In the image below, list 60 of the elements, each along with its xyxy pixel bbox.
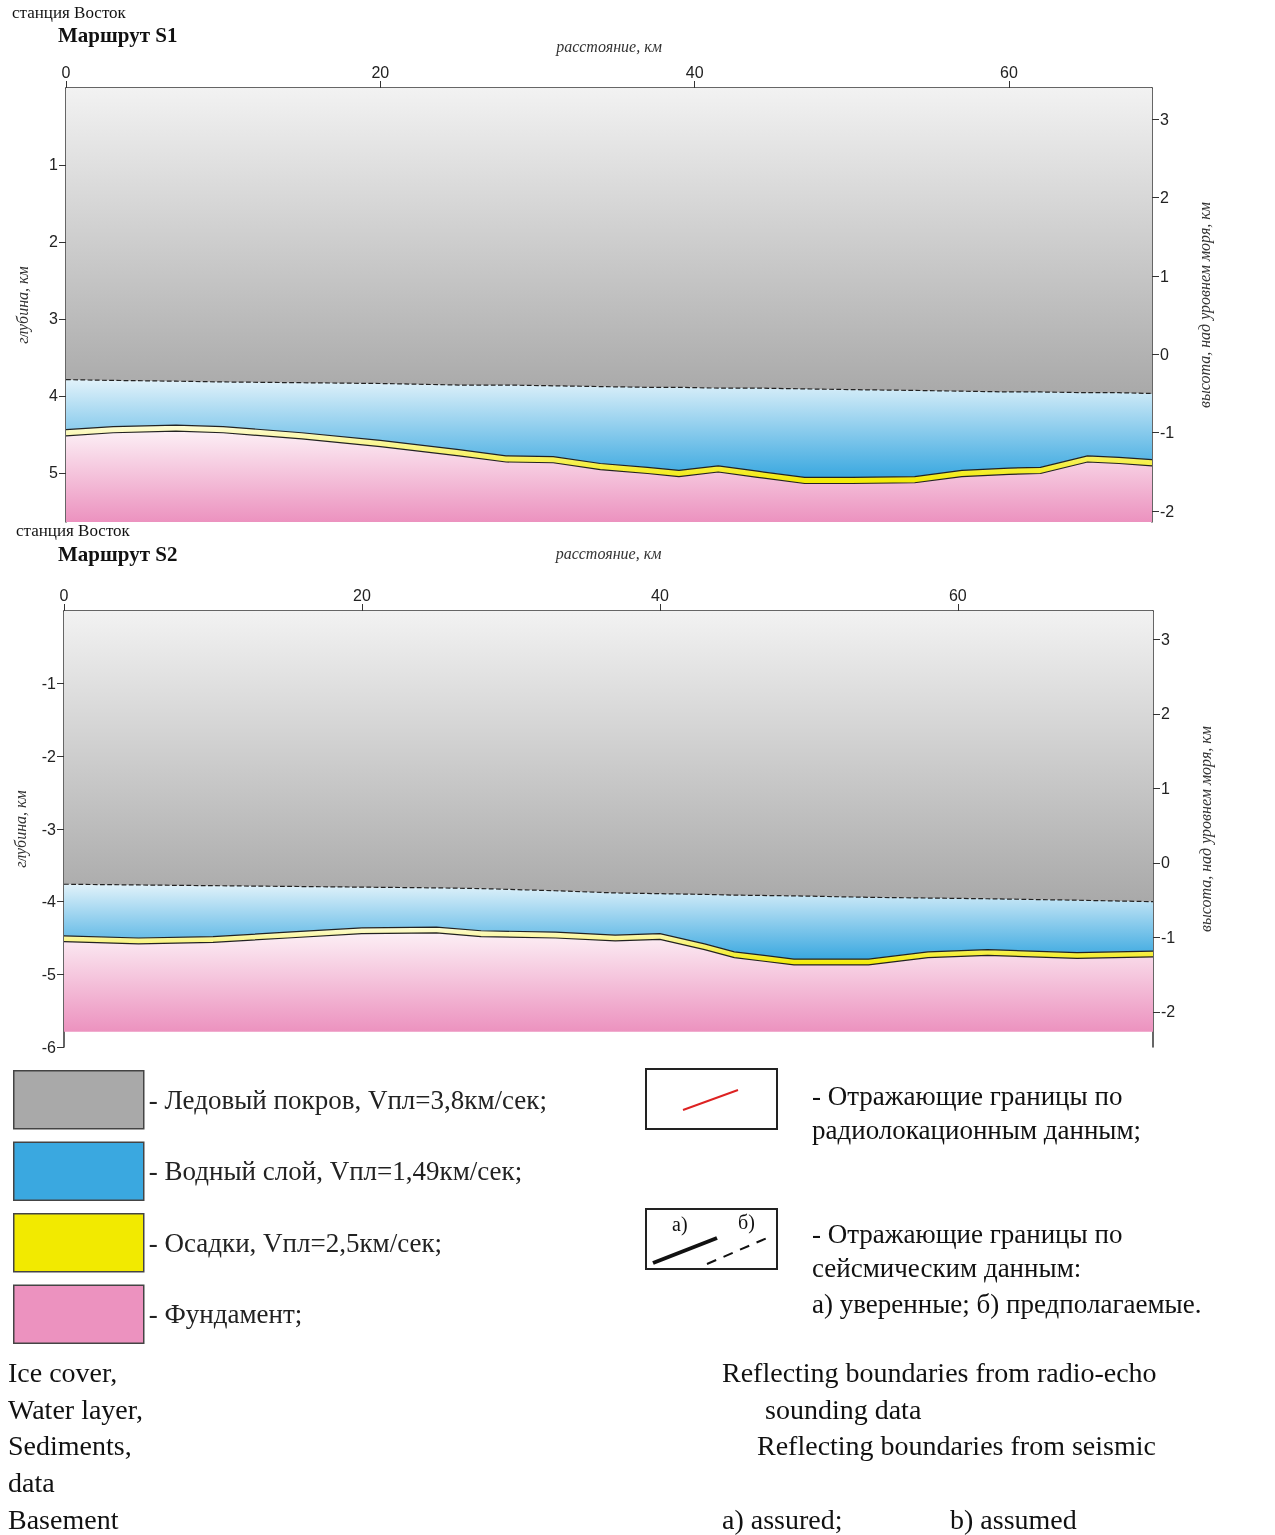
y-axis-title: глубина, км <box>11 790 30 868</box>
x-tick-label: 40 <box>685 63 704 81</box>
y-tick-label: 2 <box>49 233 59 251</box>
x-tick-label: 20 <box>353 586 371 604</box>
y-tick-label: -2 <box>41 747 57 765</box>
y2-tick-label: -2 <box>1161 1003 1176 1021</box>
text: data <box>8 1466 55 1500</box>
x-tick-label: 60 <box>1000 63 1018 81</box>
y2-tick-label: -1 <box>1160 424 1175 442</box>
chart-title: Маршрут S2 <box>58 541 178 566</box>
text: Basement <box>8 1503 119 1535</box>
y-tick-label: 1 <box>49 156 59 174</box>
x-tick-label: 40 <box>651 586 669 604</box>
y2-tick-label: -1 <box>1161 928 1176 946</box>
x-tick-label: 60 <box>948 586 967 604</box>
x-axis-title: расстояние, км <box>554 544 662 563</box>
y-tick-label: -6 <box>41 1038 57 1056</box>
text: Reflecting boundaries from seismic <box>757 1429 1156 1463</box>
y-tick-label: -5 <box>41 965 57 983</box>
x-axis-title: расстояние, км <box>555 37 662 56</box>
y2-tick-label: 0 <box>1160 345 1169 363</box>
legend-label: - Осадки, Vпл=2,5км/сек; <box>148 1227 443 1258</box>
text: sounding data <box>765 1393 922 1427</box>
text: б) <box>738 1210 755 1235</box>
y2-tick-label: 2 <box>1161 705 1170 723</box>
y2-axis-title: высота, над уровнем моря, км <box>1196 725 1215 933</box>
chart-title: Маршрут S1 <box>58 22 178 47</box>
y2-axis-title: высота, над уровнем моря, км <box>1195 201 1214 409</box>
y-tick-label: -3 <box>41 820 57 838</box>
text: а) уверенные; б) предполагаемые. <box>812 1288 1202 1321</box>
legend-label: - Водный слой, Vпл=1,49км/сек; <box>148 1156 523 1187</box>
text: b) assumed <box>950 1503 1077 1535</box>
text: - Отражающие границы по радиолокационным данным; <box>812 1080 1143 1147</box>
y-axis-title: глубина, км <box>13 266 32 344</box>
y2-tick-label: 2 <box>1160 189 1169 207</box>
y-tick-label: 5 <box>49 464 59 482</box>
y-tick-label: 3 <box>49 310 59 328</box>
x-tick-label: 20 <box>371 63 390 81</box>
y2-tick-label: 3 <box>1161 630 1170 648</box>
legend-label: - Ледовый покров, Vпл=3,8км/сек; <box>148 1084 547 1115</box>
text: a) assured; <box>722 1503 843 1535</box>
text: - Отражающие границы по сейсмическим данным: <box>812 1218 1124 1285</box>
annotation: станция Восток <box>16 520 130 542</box>
x-tick-label: 0 <box>59 586 69 604</box>
legend-label: - Фундамент; <box>148 1299 303 1330</box>
y-tick-label: 4 <box>49 387 59 405</box>
y-tick-label: -4 <box>41 893 57 911</box>
text: Reflecting boundaries from radio-echo <box>722 1356 1157 1390</box>
text: Ice cover, <box>8 1356 118 1390</box>
text: а) <box>672 1212 688 1237</box>
text: станция Восток <box>12 2 126 24</box>
y2-tick-label: -2 <box>1160 502 1175 520</box>
y2-tick-label: 0 <box>1161 854 1170 872</box>
y2-tick-label: 1 <box>1160 267 1169 285</box>
x-tick-label: 0 <box>61 63 71 81</box>
y-tick-label: -1 <box>41 675 57 693</box>
y2-tick-label: 1 <box>1161 779 1170 797</box>
text: Sediments, <box>8 1429 132 1463</box>
text: Water layer, <box>8 1393 143 1427</box>
y2-tick-label: 3 <box>1160 110 1169 128</box>
